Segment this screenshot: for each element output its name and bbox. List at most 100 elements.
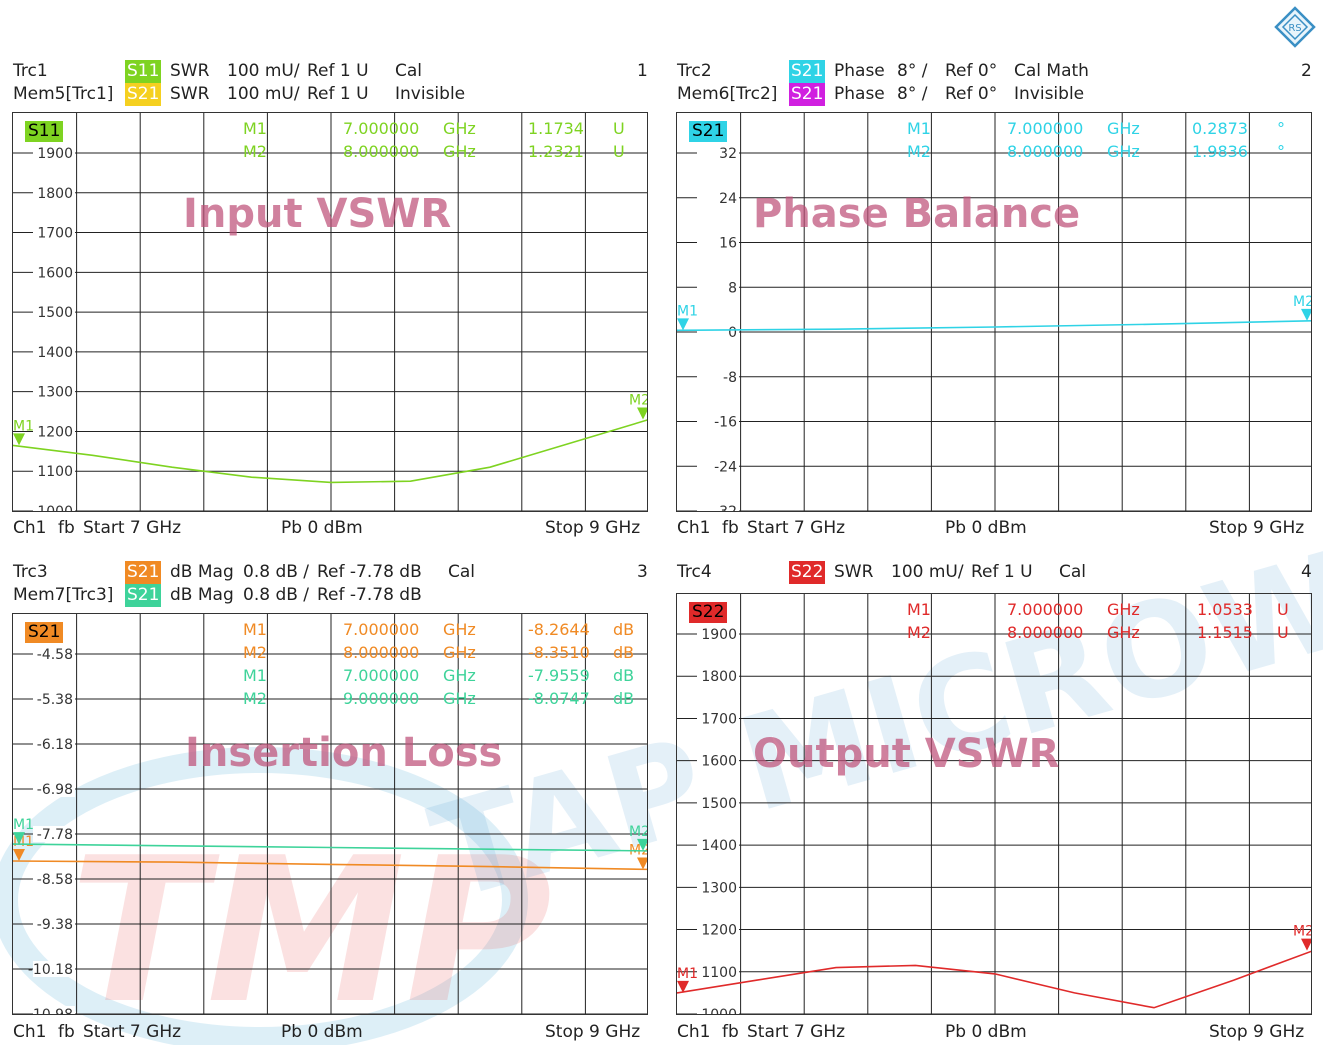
y-tick-label: -6.98	[37, 782, 73, 798]
marker-readout-name: M1	[243, 666, 267, 685]
tick-label-bg	[697, 503, 739, 511]
marker-readout-unit: GHz	[443, 643, 476, 662]
y-tick-label: 24	[719, 191, 737, 207]
scale-label: 8° /	[897, 84, 928, 104]
marker-readout-value: -8.2644	[528, 620, 590, 639]
marker-readout-value: 1.9836	[1192, 142, 1248, 161]
marker-triangle-m2[interactable]	[1301, 938, 1312, 951]
cal-label: Invisible	[1014, 84, 1085, 104]
marker-readout-vunit: °	[1277, 119, 1285, 138]
tick-label-bg	[697, 234, 739, 251]
marker-triangle-m1[interactable]	[13, 849, 25, 861]
footer-pb: Pb 0 dBm	[281, 518, 363, 538]
tick-label-bg	[697, 752, 739, 769]
format-label: SWR	[170, 84, 210, 104]
tick-label-bg	[33, 691, 75, 707]
marker-readout-value: 0.2873	[1192, 119, 1248, 138]
y-tick-label: 1600	[701, 754, 737, 770]
ref-label: Ref 0°	[945, 84, 998, 104]
cal-label: Cal	[448, 562, 476, 582]
trace-tag-s21[interactable]: S21	[125, 83, 162, 106]
marker-label: M1	[677, 966, 698, 982]
tick-label-bg	[697, 794, 739, 811]
tick-label-bg	[697, 413, 739, 430]
tick-label-bg	[697, 324, 739, 340]
marker-readout-name: M2	[243, 142, 267, 161]
format-label: SWR	[834, 562, 874, 582]
header-field: Trc4	[677, 562, 712, 582]
marker-label: M1	[13, 817, 34, 833]
header-field: Trc3	[13, 562, 48, 582]
trace-badge[interactable]: S22	[689, 602, 728, 623]
marker-triangle-m1[interactable]	[13, 433, 25, 446]
marker-triangle-m2[interactable]	[637, 838, 648, 851]
chart-plot-area[interactable]: -4.58 -5.38 -6.18 -6.98 -7.78 -8.58 -9.38 -10.1…	[12, 613, 648, 1015]
marker-readout-vunit: dB	[613, 620, 635, 639]
header-field: Mem6[Trc2]	[677, 84, 778, 104]
trace-tag-s21[interactable]: S21	[125, 561, 162, 584]
trace-tag-s22[interactable]: S22	[789, 561, 826, 584]
y-tick-label: 1100	[701, 965, 737, 981]
trace-badge[interactable]: S11	[25, 121, 64, 142]
y-tick-label: 1300	[701, 880, 737, 896]
format-label: dB Mag	[170, 585, 234, 605]
marker-triangle-m2[interactable]	[637, 857, 648, 870]
format-label: Phase	[834, 61, 885, 81]
marker-readout-value: 1.1515	[1197, 623, 1253, 642]
marker-label: M2	[629, 824, 648, 840]
marker-triangle-m1[interactable]	[677, 980, 689, 993]
footer-stop: Stop 9 GHz	[545, 1022, 641, 1042]
chart-plot-area[interactable]: 32 24 16 8 0 -8 -16 -24 -32 M1 M2 S21 M1 7.000000 GHz 0…	[676, 112, 1312, 512]
marker-triangle-m2[interactable]	[1301, 308, 1312, 321]
marker-readout-name: M1	[907, 600, 931, 619]
chart-plot-area[interactable]: 1900 1800 1700 1600 1500 1400 1300 1200 1100 1000…	[676, 593, 1312, 1015]
trace-badge[interactable]: S21	[689, 121, 728, 142]
footer-stop: Stop 9 GHz	[545, 518, 641, 538]
cal-label: Cal Math	[1014, 61, 1089, 81]
footer-ch: Ch1	[13, 1022, 47, 1042]
marker-readout-freq: 7.000000	[343, 119, 420, 138]
y-tick-label: 1800	[37, 186, 73, 202]
panel-header: Trc4 S22 SWR 100 mU/Ref 1 U Cal 4	[677, 561, 1313, 609]
footer-fb: fb	[722, 1022, 739, 1042]
trace-tag-s21[interactable]: S21	[789, 60, 826, 83]
marker-label: M2	[1293, 924, 1312, 940]
scale-label: 0.8 dB /	[243, 585, 310, 605]
panel-number: 3	[637, 562, 648, 582]
trace-tag-s11[interactable]: S11	[125, 60, 162, 83]
trace-tag-s21[interactable]: S21	[789, 83, 826, 106]
marker-readout-vunit: U	[1277, 600, 1289, 619]
y-tick-label: 1000	[37, 504, 73, 512]
marker-readout-unit: GHz	[443, 689, 476, 708]
marker-readout-vunit: dB	[613, 666, 635, 685]
marker-triangle-m1[interactable]	[13, 832, 25, 845]
panel-header: Trc3 S21 dB Mag 0.8 dB / Ref -7.78 dB Cal Mem7…	[13, 561, 649, 609]
y-tick-label: 1100	[37, 464, 73, 480]
marker-readout-name: M1	[243, 620, 267, 639]
trace-badge[interactable]: S21	[25, 622, 64, 643]
marker-readout-freq: 7.000000	[1007, 600, 1084, 619]
marker-readout-freq: 9.000000	[343, 689, 420, 708]
tick-label-bg	[33, 961, 75, 977]
marker-readout-value: -8.0747	[528, 689, 590, 708]
footer-ch: Ch1	[13, 518, 47, 538]
marker-readout-unit: GHz	[443, 666, 476, 685]
series-line-s11	[13, 419, 647, 484]
marker-readout-value: 1.0533	[1197, 600, 1253, 619]
svg-text:RS: RS	[1288, 23, 1301, 34]
trace-tag-s21[interactable]: S21	[125, 584, 162, 607]
tick-label-bg	[697, 189, 739, 206]
footer-start: Start 7 GHz	[747, 1022, 846, 1042]
marker-triangle-m1[interactable]	[677, 318, 689, 331]
y-tick-label: 1600	[37, 265, 73, 281]
marker-triangle-m2[interactable]	[637, 407, 648, 420]
footer-pb: Pb 0 dBm	[945, 518, 1027, 538]
panel-number: 2	[1301, 61, 1312, 81]
chart-plot-area[interactable]: 1900 1800 1700 1600 1500 1400 1300 1200 1100 1000…	[12, 112, 648, 512]
tick-label-bg	[697, 837, 739, 854]
y-tick-label: -10.18	[28, 962, 73, 978]
y-tick-label: -32	[714, 504, 737, 512]
footer-start: Start 7 GHz	[747, 518, 846, 538]
marker-readout-value: -7.9559	[528, 666, 590, 685]
y-tick-label: -8	[723, 370, 737, 386]
